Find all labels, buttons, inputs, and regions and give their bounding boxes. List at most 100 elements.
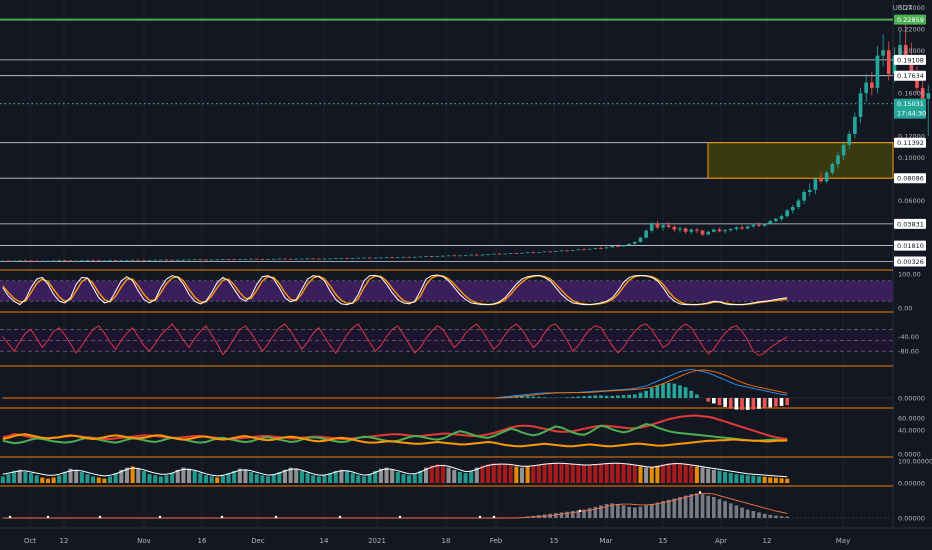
momentum-bar [632, 507, 637, 518]
candle-body [271, 258, 276, 260]
oscillator-bar [96, 477, 101, 483]
momentum-bar [649, 504, 654, 518]
macd-signal-line [2, 369, 788, 399]
cci-pane[interactable] [0, 323, 893, 357]
adx-tick-label: 0.0000 [898, 451, 921, 459]
cci-tick-label: -40.00 [898, 333, 919, 341]
candle-body [390, 257, 395, 259]
candle-body [830, 164, 835, 173]
candle-body [170, 259, 174, 261]
oscillator-bar [34, 475, 39, 483]
candle-body [807, 189, 812, 193]
oscillator-bar [565, 463, 570, 483]
oscillator-bar [299, 470, 304, 483]
oscillator-bar [480, 465, 485, 483]
oscillator-bar [282, 469, 287, 483]
candle-body [435, 256, 440, 257]
candle-body [147, 260, 152, 261]
time-tick-label: 12 [60, 537, 69, 545]
candle-body [401, 256, 406, 258]
candle-body [316, 258, 321, 260]
candle-body [209, 259, 214, 261]
stoch-band [0, 280, 893, 302]
momentum-marker [46, 515, 50, 519]
oscillator-bar [672, 462, 677, 483]
candle-body [853, 116, 857, 135]
macd-histogram-bar [706, 398, 711, 402]
price-level-label-box [894, 218, 926, 229]
candle-body [130, 259, 135, 261]
candle-body [23, 260, 28, 262]
candle-body [226, 259, 231, 261]
momentum-pane[interactable] [0, 491, 893, 519]
oscillator-bar [378, 468, 383, 483]
oscillator-bar [226, 473, 231, 483]
oscillator-bar [108, 476, 113, 483]
oscillator-bar [215, 477, 220, 483]
oscillator-bar [474, 467, 479, 483]
stochastic-pane[interactable] [0, 274, 893, 306]
candle-body [384, 257, 389, 259]
candle-body [864, 82, 869, 94]
oscillator-pane[interactable] [0, 462, 790, 483]
momentum-marker [274, 515, 278, 519]
oscillator-bar [632, 465, 637, 483]
time-tick-label: 2021 [368, 537, 386, 545]
momentum-bar [576, 510, 581, 518]
candle-body [728, 229, 733, 231]
candle-body [875, 55, 880, 88]
price-tick-label: 0.22000 [898, 25, 925, 33]
candle-body [266, 259, 270, 260]
oscillator-bar [74, 469, 79, 483]
oscillator-bar [519, 467, 524, 483]
oscillator-bar [683, 464, 688, 483]
candle-body [582, 249, 586, 251]
candle-body [593, 248, 598, 249]
candle-body [841, 144, 846, 156]
macd-histogram-bar [627, 394, 632, 398]
candle-body [508, 253, 513, 254]
adx-pane[interactable] [2, 414, 788, 448]
momentum-bar [661, 501, 665, 518]
time-tick-label: 12 [763, 537, 772, 545]
momentum-marker [398, 515, 402, 519]
oscillator-bar [17, 469, 22, 483]
candle-body [553, 251, 558, 252]
candle-body [757, 224, 761, 226]
price-level-label: 0.08086 [897, 175, 924, 183]
momentum-bar [559, 512, 564, 518]
oscillator-bar [209, 476, 214, 483]
oscillator-bar [164, 475, 169, 483]
candle-body [6, 260, 11, 262]
candle-body [395, 257, 400, 259]
candle-body [599, 248, 603, 249]
candle-body [407, 256, 411, 258]
oscillator-bar [187, 468, 192, 483]
price-level-label: 0.22859 [897, 16, 924, 24]
oscillator-bar [249, 472, 254, 483]
macd-histogram-bar [717, 398, 722, 406]
oscillator-bar [587, 464, 592, 483]
time-tick-label: Mar [599, 537, 612, 545]
stoch-k-line [2, 274, 788, 306]
oscillator-bar [463, 473, 468, 483]
oscillator-bar [51, 477, 56, 483]
macd-histogram-bar [779, 398, 784, 406]
macd-histogram-bar [525, 396, 530, 398]
momentum-bar [700, 494, 705, 518]
momentum-bar [678, 497, 682, 518]
oscillator-bar [130, 466, 135, 483]
momentum-bar [757, 512, 761, 518]
momentum-bar [785, 516, 790, 518]
candle-body [740, 227, 744, 229]
oscillator-bar [328, 473, 333, 483]
price-axis[interactable]: 0.24000 0.22000 0.20000 0.16000 0.12000 0.100… [894, 4, 932, 523]
candle-body [96, 260, 101, 262]
candle-body [51, 260, 56, 262]
macd-pane[interactable] [0, 368, 893, 410]
candle-body [458, 255, 462, 257]
oscillator-bar [305, 473, 310, 483]
price-level-label-box [894, 256, 926, 267]
time-axis[interactable]: Oct 12 Nov 16 Dec 14 2021 18 Feb 15 Mar 15 Apr 12 May [0, 527, 932, 545]
